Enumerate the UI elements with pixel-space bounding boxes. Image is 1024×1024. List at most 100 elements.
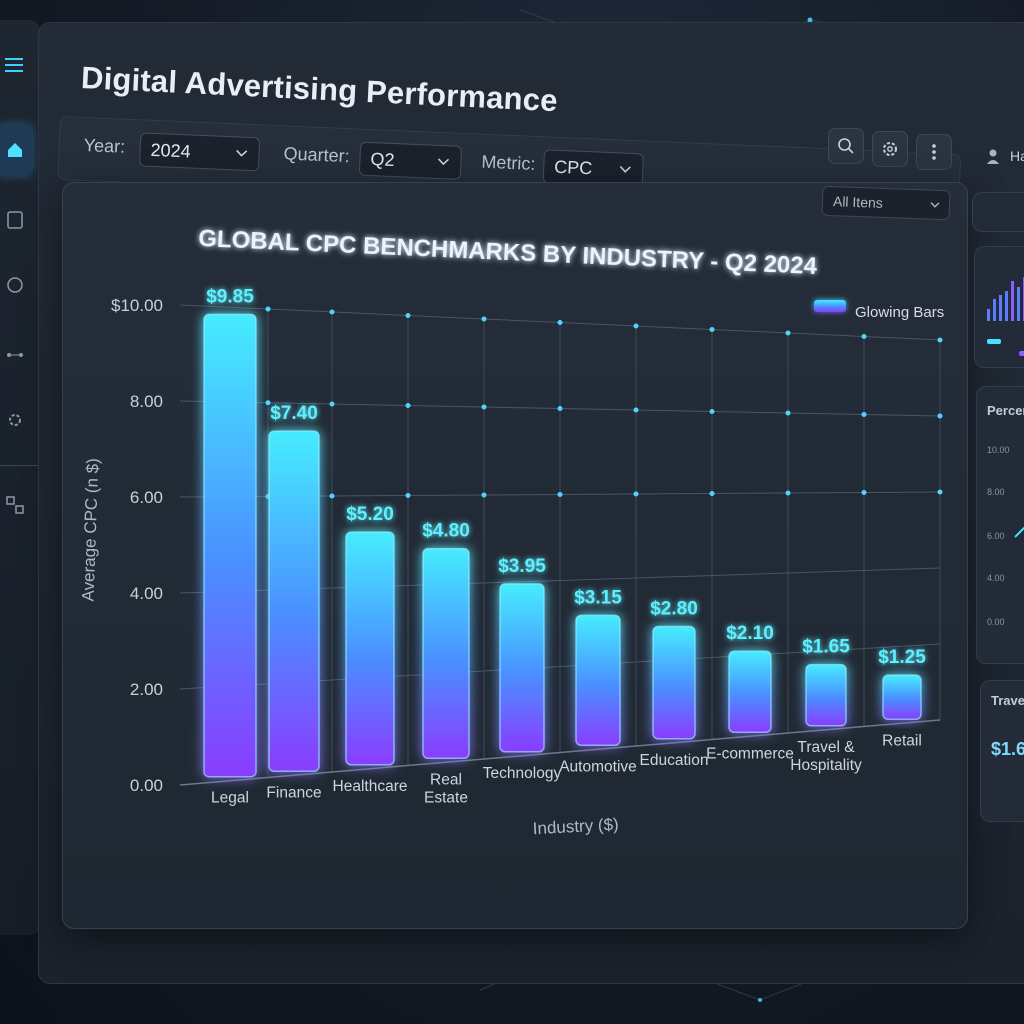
chevron-down-icon — [236, 149, 248, 157]
x-tick-label: Education — [640, 752, 709, 769]
grid-node — [937, 337, 943, 343]
percent-tick: 8.00 — [987, 487, 1005, 497]
chevron-down-icon — [619, 165, 631, 173]
year-select[interactable]: 2024 — [138, 132, 261, 172]
data-label: $4.80 — [422, 521, 470, 542]
data-label: $2.80 — [650, 599, 698, 620]
grid-node — [329, 309, 335, 315]
percent-tick: 4.00 — [987, 573, 1005, 583]
settings-button[interactable] — [872, 131, 908, 167]
grid-node — [709, 491, 715, 496]
grid-node — [481, 404, 487, 410]
bar — [652, 625, 696, 740]
grid-node — [405, 313, 411, 318]
data-label: $9.85 — [206, 286, 254, 307]
menu-icon[interactable] — [0, 50, 30, 80]
x-tick-label: Technology — [483, 765, 562, 782]
data-label: $5.20 — [346, 504, 394, 525]
data-label: $7.40 — [270, 403, 318, 424]
items-select[interactable]: All Itens — [821, 185, 951, 221]
data-label: $2.10 — [726, 623, 774, 644]
chevron-down-icon — [437, 158, 450, 166]
user-name: Har — [1010, 148, 1024, 164]
filter-bar: Year: 2024 Quarter: Q2 Metric: CPC — [57, 116, 962, 218]
x-axis-line — [179, 719, 941, 786]
grid-node — [937, 489, 943, 495]
gear-icon — [883, 142, 897, 156]
x-tick-label: Automotive — [559, 758, 637, 775]
percent-widget: Percen 10.00 8.00 6.00 4.00 0.00 — [976, 386, 1024, 664]
grid-node — [329, 401, 335, 407]
quarter-select[interactable]: Q2 — [358, 141, 463, 180]
travel-value: $1.6 — [991, 739, 1024, 759]
percent-tick: 10.00 — [987, 445, 1010, 455]
bar — [728, 650, 772, 734]
travel-label: Travel — [991, 693, 1024, 708]
circle-icon[interactable] — [0, 270, 30, 300]
legend-swatch — [814, 300, 846, 312]
x-tick-label: Real Estate — [424, 771, 468, 806]
grid-node — [709, 327, 715, 332]
y-axis-label: Average CPC (n $) — [79, 458, 103, 602]
y-tick-label: $10.00 — [111, 296, 163, 315]
search-icon — [838, 138, 854, 154]
bar — [499, 583, 545, 753]
grid-node — [861, 490, 867, 495]
y-tick-label: 2.00 — [130, 680, 163, 699]
document-icon[interactable] — [0, 205, 30, 235]
chart-title: GLOBAL CPC BENCHMARKS BY INDUSTRY - Q2 2… — [198, 225, 818, 280]
search-button[interactable] — [828, 128, 864, 164]
user-icon — [987, 149, 999, 164]
x-tick-label: Healthcare — [333, 778, 408, 795]
y-axis: 0.00 2.00 4.00 6.00 8.00 $10.00 — [111, 296, 163, 795]
y-tick-label: 4.00 — [130, 584, 163, 603]
grid-node — [405, 493, 411, 498]
sidebar-divider — [0, 465, 38, 466]
bars-group: $9.85 $7.40 $5.20 $4.80 $3.95 $3.15 $2.80 $2.10… — [203, 286, 926, 778]
grid-node — [329, 493, 335, 499]
x-tick-label: Retail — [882, 732, 922, 749]
grid-node — [557, 320, 563, 325]
y-tick-label: 6.00 — [130, 488, 163, 507]
x-tick-label: Legal — [211, 790, 249, 807]
more-options-button[interactable] — [916, 134, 952, 170]
grid-node — [709, 409, 715, 414]
user-menu[interactable]: Har — [986, 148, 1024, 164]
grid-node — [557, 406, 563, 411]
percent-line — [1014, 526, 1024, 538]
share-icon[interactable] — [0, 340, 30, 370]
bar — [203, 313, 257, 778]
grid-node — [785, 410, 791, 416]
data-label: $3.15 — [574, 587, 622, 608]
grid-node — [785, 490, 791, 496]
metric-select[interactable]: CPC — [542, 149, 644, 188]
x-axis-label: Industry ($) — [532, 815, 619, 838]
right-widget-spark — [974, 246, 1024, 368]
grid-node — [937, 413, 943, 419]
home-icon[interactable] — [0, 125, 32, 175]
grid-node — [861, 334, 867, 339]
bar — [882, 674, 922, 720]
settings-icon[interactable] — [0, 405, 30, 435]
right-widget-top — [972, 192, 1024, 232]
chevron-down-icon — [930, 202, 940, 208]
grid-node — [481, 316, 487, 322]
grid-node — [861, 412, 867, 417]
x-tick-label: Travel & Hospitality — [790, 739, 862, 774]
network-icon[interactable] — [0, 490, 30, 520]
sparkline-bars — [987, 277, 1024, 356]
grid-node — [481, 492, 487, 498]
bar — [345, 531, 395, 766]
percent-tick: 6.00 — [987, 531, 1005, 541]
x-tick-label: Finance — [266, 784, 321, 801]
legend-label: Glowing Bars — [855, 304, 944, 321]
data-label: $1.25 — [878, 647, 926, 668]
grid-node — [785, 330, 791, 336]
travel-widget: Travel $1.6 — [980, 680, 1024, 822]
bar — [268, 430, 320, 772]
percent-label: Percen — [987, 403, 1024, 418]
grid-node — [633, 323, 639, 329]
data-label: $3.95 — [498, 556, 546, 577]
bar — [422, 547, 470, 760]
x-axis: Legal Finance Healthcare Real Estate Technolo… — [211, 732, 922, 806]
